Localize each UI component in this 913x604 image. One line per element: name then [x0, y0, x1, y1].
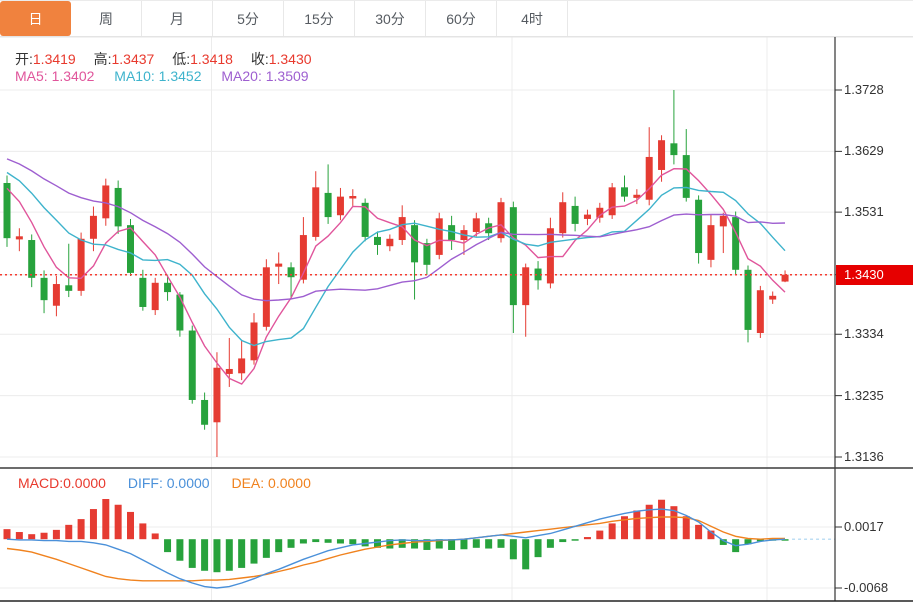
low-value: 1.3418: [190, 51, 233, 67]
tab-5分[interactable]: 5分: [213, 1, 284, 36]
price-tick-label: 1.3136: [844, 449, 884, 464]
candles-group: [3, 90, 789, 457]
diff-line: [6, 508, 786, 589]
price-tick-label: 1.3629: [844, 143, 884, 159]
price-tick-label: 1.3334: [844, 326, 884, 342]
price-tick-label: 1.3235: [844, 387, 884, 403]
close-value: 1.3430: [268, 51, 312, 67]
tab-周[interactable]: 周: [71, 1, 142, 36]
macd-tick-label: 0.0017: [844, 519, 884, 534]
price-tick-label: 1.3531: [844, 204, 884, 220]
high-value: 1.3437: [111, 51, 155, 67]
macd-readout: MACD:0.0000 DIFF: 0.0000 DEA: 0.0000: [18, 475, 329, 491]
grid-lines: [0, 37, 835, 601]
tab-日[interactable]: 日: [0, 1, 71, 36]
macd-histogram: [3, 499, 789, 573]
ohlc-readout: 开:1.3419 高:1.3437 低:1.3418 收:1.3430: [15, 49, 326, 69]
macd-value-readout: MACD:0.0000: [18, 475, 106, 491]
ma20-line: [6, 158, 786, 302]
price-tick-label: 1.3728: [844, 82, 884, 97]
macd-tick-label: -0.0068: [844, 580, 889, 595]
tab-30分[interactable]: 30分: [355, 1, 426, 36]
ma20-readout: MA20: 1.3509: [221, 68, 309, 84]
ma-readout: MA5: 1.3402 MA10: 1.3452 MA20: 1.3509: [15, 68, 325, 84]
close-label: 收:: [250, 51, 269, 67]
low-label: 低:: [172, 51, 191, 67]
interval-tab-bar: 日周月 5分 15分 30分 60分 4时: [0, 0, 913, 37]
ma10-line: [6, 171, 786, 347]
diff-value-readout: DIFF: 0.0000: [127, 475, 210, 491]
tab-15分[interactable]: 15分: [284, 1, 355, 36]
dea-line: [6, 516, 785, 582]
dea-value-readout: DEA: 0.0000: [231, 475, 311, 491]
tab-4时[interactable]: 4时: [497, 1, 568, 36]
tab-60分[interactable]: 60分: [426, 1, 497, 36]
current-price-badge: 1.3430: [836, 264, 913, 285]
ma10-readout: MA10: 1.3452: [114, 68, 202, 84]
ma5-line: [6, 167, 786, 385]
high-label: 高:: [93, 51, 112, 67]
open-label: 开:: [15, 51, 33, 67]
chart-frame: [0, 36, 913, 602]
tab-月[interactable]: 月: [142, 1, 213, 36]
ma5-readout: MA5: 1.3402: [15, 68, 95, 84]
open-value: 1.3419: [32, 51, 76, 67]
